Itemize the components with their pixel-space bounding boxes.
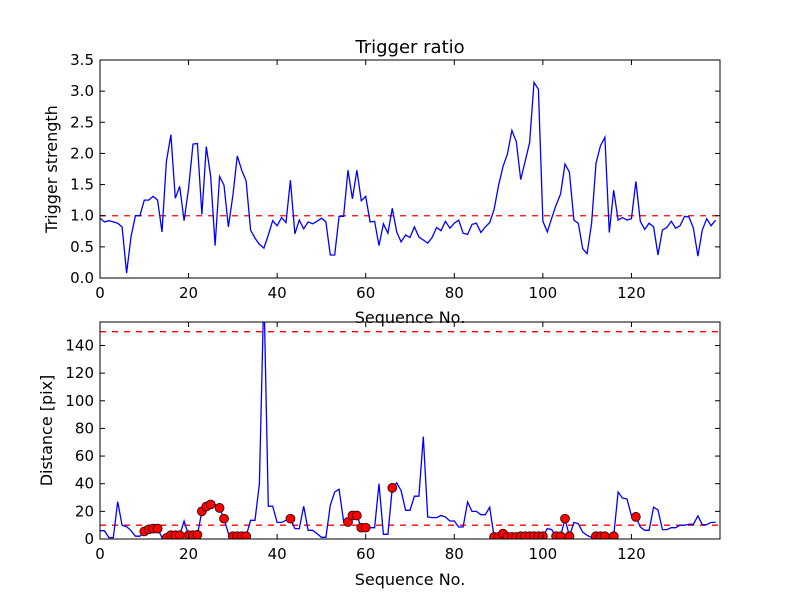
flagged-marker: [214, 503, 225, 513]
x-tick-label: 20: [179, 284, 198, 302]
x-tick-label: 60: [356, 284, 375, 302]
x-tick-label: 80: [445, 545, 464, 563]
flagged-marker: [285, 513, 296, 524]
x-tick-label: 60: [356, 545, 375, 563]
flagged-marker: [192, 530, 203, 539]
y-tick-label: 120: [65, 364, 94, 382]
x-tick-label: 20: [179, 545, 198, 563]
y-tick-label: 0.0: [70, 269, 94, 287]
y-tick-label: 60: [75, 447, 94, 465]
axes-frame: [99, 59, 721, 279]
x-tick-label: 100: [529, 545, 558, 563]
y-axis-label: Distance [pix]: [37, 375, 56, 487]
flagged-marker: [631, 512, 641, 522]
x-tick-label: 0: [95, 284, 105, 302]
data-line: [100, 80, 717, 274]
chart-title: Trigger ratio: [354, 37, 464, 58]
flagged-marker: [387, 483, 398, 493]
y-axis-label: Trigger strength: [42, 105, 61, 234]
y-tick-label: 1.0: [70, 207, 94, 225]
x-tick-label: 0: [95, 545, 105, 563]
y-tick-label: 0.5: [70, 238, 94, 256]
x-tick-label: 40: [268, 284, 287, 302]
flagged-marker: [608, 531, 619, 539]
y-tick-label: 3.0: [70, 82, 94, 100]
flagged-marker: [219, 513, 229, 524]
plot-area: [100, 322, 720, 539]
flagged-marker: [360, 522, 371, 533]
x-axis-label: Sequence No.: [355, 570, 466, 589]
x-tick-label: 100: [529, 284, 558, 302]
x-tick-label: 40: [268, 545, 287, 563]
flagged-marker: [241, 531, 251, 539]
y-tick-label: 40: [75, 475, 94, 493]
y-tick-label: 140: [65, 336, 94, 354]
flagged-marker: [352, 510, 362, 521]
y-tick-label: 2.5: [70, 113, 94, 131]
flagged-marker: [205, 499, 216, 510]
flagged-marker: [560, 513, 570, 524]
plot-area: [100, 80, 720, 274]
y-tick-label: 0: [84, 530, 94, 548]
x-tick-label: 120: [617, 284, 646, 302]
y-tick-label: 1.5: [70, 176, 94, 194]
y-tick-label: 20: [75, 502, 94, 520]
top-axes: 0 20 40 60 80 100 120 0.0 0.5 1.0 1.5 2.0 2.5 3.0 3.5 S…: [42, 51, 721, 327]
x-tick-label: 120: [617, 545, 646, 563]
bottom-axes: 0 20 40 60 80 100 120 0 20 40 60 80 100 120 140 Sequenc…: [37, 321, 721, 589]
y-tick-label: 3.5: [70, 51, 94, 69]
y-tick-label: 100: [65, 392, 94, 410]
x-axis-label: Sequence No.: [355, 308, 466, 327]
axes-frame: [99, 321, 721, 540]
flagged-marker: [564, 531, 575, 539]
flagged-marker: [152, 523, 163, 534]
x-tick-label: 80: [445, 284, 464, 302]
y-tick-label: 80: [75, 419, 94, 437]
flagged-marker: [174, 530, 185, 539]
y-tick-label: 2.0: [70, 144, 94, 162]
